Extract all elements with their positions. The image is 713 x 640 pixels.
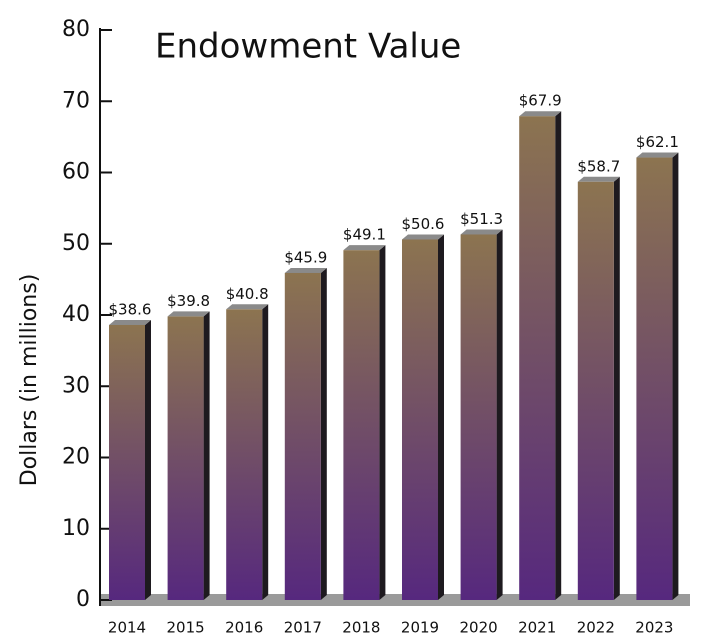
bar-top <box>402 234 444 240</box>
value-label: $51.3 <box>460 210 503 228</box>
bar <box>284 272 321 600</box>
bar-side <box>145 319 151 600</box>
bar-top <box>167 311 210 317</box>
x-tick-label: 2018 <box>342 619 380 637</box>
x-tick-label: 2021 <box>518 619 556 637</box>
bar-top <box>284 267 327 273</box>
bar <box>343 250 380 600</box>
bar <box>519 116 556 601</box>
y-tick-label: 30 <box>62 373 90 398</box>
bar-side <box>262 304 269 600</box>
value-label: $58.7 <box>577 157 620 175</box>
bar-top <box>636 152 679 158</box>
y-tick-label: 10 <box>62 516 90 541</box>
y-tick-label: 70 <box>62 88 90 113</box>
bar-side <box>203 311 210 600</box>
bar-top <box>460 229 503 235</box>
x-tick-label: 2023 <box>635 619 673 637</box>
bar-top <box>577 176 620 182</box>
bar <box>460 234 497 601</box>
bar-side <box>613 176 620 600</box>
x-tick-label: 2016 <box>225 619 263 637</box>
bar-top <box>109 319 151 325</box>
value-label: $40.8 <box>226 285 269 303</box>
y-tick-label: 40 <box>62 302 90 327</box>
y-tick-label: 20 <box>62 445 90 470</box>
value-label: $67.9 <box>519 92 562 110</box>
x-tick-label: 2015 <box>167 619 205 637</box>
x-tick-label: 2020 <box>460 619 498 637</box>
y-tick-label: 50 <box>62 231 90 256</box>
bar <box>577 181 614 600</box>
x-tick-label: 2019 <box>401 619 439 637</box>
y-tick-label: 0 <box>76 587 90 612</box>
bar-top <box>343 245 386 251</box>
y-tick-label: 60 <box>62 160 90 185</box>
y-tick-label: 80 <box>62 17 90 42</box>
value-label: $50.6 <box>402 215 445 233</box>
bar-top <box>226 304 269 310</box>
bar-side <box>496 229 503 601</box>
x-tick-label: 2022 <box>577 619 615 637</box>
y-axis-label: Dollars (in millions) <box>17 274 42 487</box>
bar-side <box>555 111 562 601</box>
value-label: $45.9 <box>284 248 327 266</box>
value-label: $39.8 <box>167 292 210 310</box>
value-label: $38.6 <box>109 300 152 318</box>
bar-top <box>519 111 562 117</box>
x-tick-label: 2017 <box>284 619 322 637</box>
value-label: $49.1 <box>343 226 386 244</box>
bar <box>226 309 263 600</box>
bar-side <box>672 152 679 600</box>
bar <box>109 324 145 600</box>
value-label: $62.1 <box>636 133 679 151</box>
bar-side <box>379 245 386 600</box>
bar <box>636 157 673 600</box>
bar <box>402 239 438 600</box>
chart-title: Endowment Value <box>155 27 461 67</box>
x-tick-label: 2014 <box>108 619 146 637</box>
bar <box>167 316 204 600</box>
bar-side <box>320 267 327 600</box>
bar-side <box>438 234 444 600</box>
